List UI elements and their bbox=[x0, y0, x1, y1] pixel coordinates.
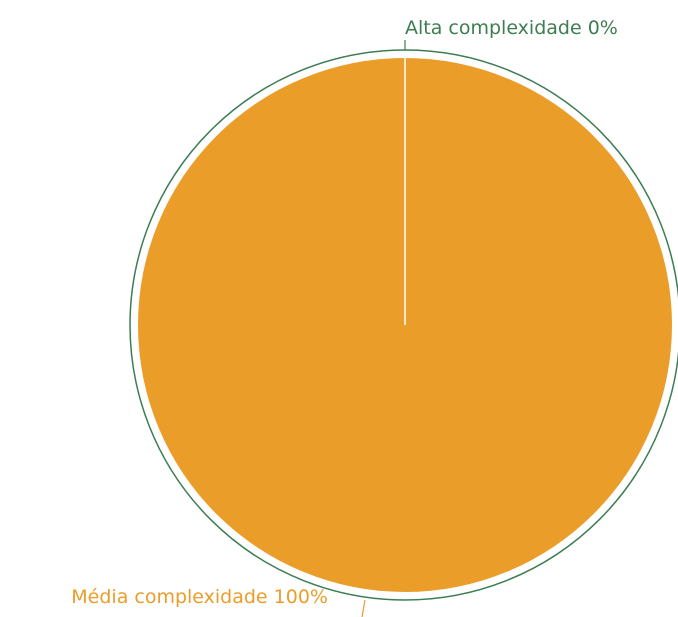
data-label: Média complexidade 100% bbox=[71, 586, 328, 608]
label-value: 100% bbox=[274, 586, 328, 608]
leader-line bbox=[361, 599, 366, 617]
label-value: 0% bbox=[588, 17, 618, 39]
label-name: Média complexidade bbox=[71, 586, 267, 608]
data-label: Alta complexidade 0% bbox=[405, 17, 618, 39]
label-name: Alta complexidade bbox=[405, 17, 582, 39]
